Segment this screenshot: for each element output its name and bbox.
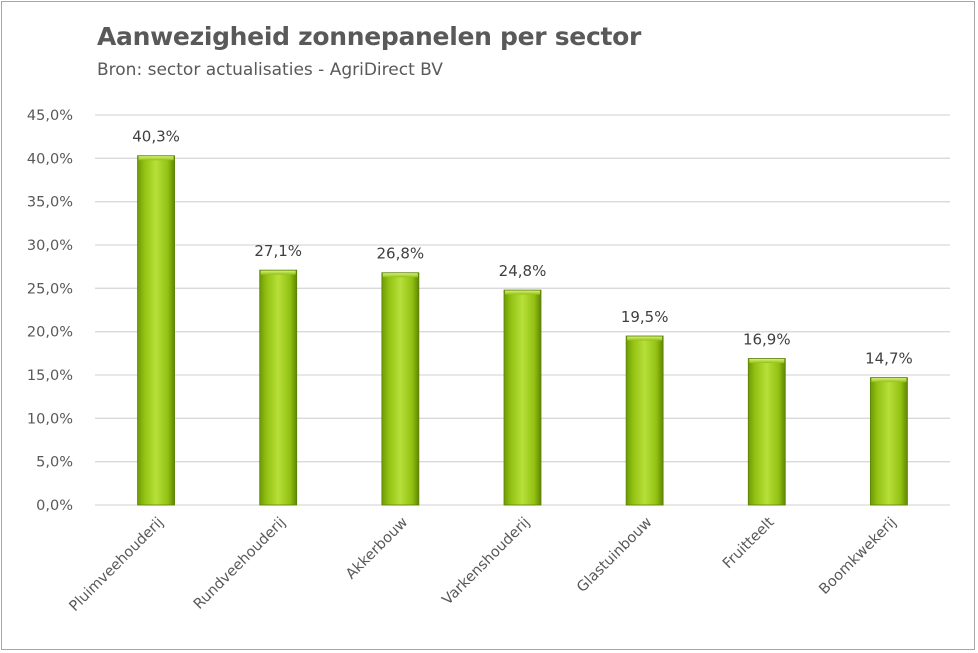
bar-glastuinbouw [625,335,664,506]
x-category-label: Varkenshouderij [440,515,534,609]
bar [625,335,664,506]
data-labels: 40,3% 27,1% 26,8% 24,8% 19,5% 16,9% 14,7% [132,128,913,368]
bar-varkenshouderij [503,289,542,506]
bar [747,358,786,506]
bar-bevel [871,378,907,383]
bar [381,272,420,506]
y-tick-label: 35,0% [27,195,73,211]
y-tick-label: 15,0% [27,368,73,384]
bar-bevel [260,270,296,275]
y-tick-label: 25,0% [27,281,73,297]
bar [503,289,542,506]
data-label: 26,8% [377,245,425,263]
bar-fruitteelt [747,358,786,506]
bar-akkerbouw [381,272,420,506]
x-category-label: Boomkwekerij [816,515,899,598]
bars [137,155,908,506]
x-category-label: Glastuinbouw [574,514,655,595]
x-category-label: Fruitteelt [720,514,778,572]
bar-bevel [505,290,540,295]
y-tick-label: 5,0% [36,455,73,471]
bar-bevel [627,336,663,341]
bar-boomkwekerij [870,377,908,506]
y-tick-label: 30,0% [27,238,73,254]
data-label: 19,5% [621,308,669,326]
y-tick-label: 0,0% [36,498,73,514]
bar-bevel [749,359,785,364]
data-label: 16,9% [743,331,791,349]
x-category-label: Rundveehouderij [191,515,289,613]
bar-pluimveehouderij [137,155,175,506]
chart-title: Aanwezigheid zonnepanelen per sector [97,22,642,51]
bar [137,155,175,506]
bar [870,377,908,506]
bar-bevel [382,273,418,278]
y-tick-label: 10,0% [27,411,73,427]
chart-subtitle: Bron: sector actualisaties - AgriDirect … [97,60,443,80]
data-label: 40,3% [132,128,180,146]
y-tick-label: 40,0% [27,151,73,167]
data-label: 24,8% [499,262,547,280]
y-axis-ticks: 0,0% 5,0% 10,0% 15,0% 20,0% 25,0% 30,0% 35,0% 40… [27,108,73,514]
y-tick-label: 45,0% [27,108,73,124]
data-label: 14,7% [865,350,913,368]
x-category-label: Pluimveehouderij [67,515,167,615]
bar [259,269,298,506]
x-category-label: Akkerbouw [343,514,411,582]
y-tick-label: 20,0% [27,325,73,341]
bar-bevel [138,156,174,161]
bar-rundveehouderij [259,269,298,506]
category-labels: Pluimveehouderij Rundveehouderij Akkerbouw… [67,514,900,615]
data-label: 27,1% [254,242,302,260]
